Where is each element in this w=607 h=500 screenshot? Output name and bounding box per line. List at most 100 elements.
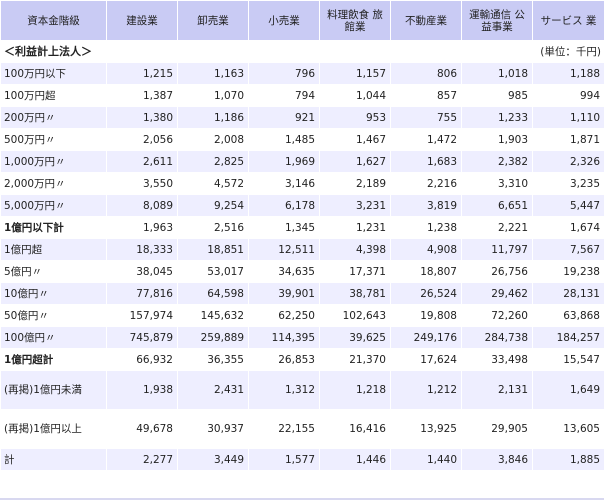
table-cell: 1,472 — [390, 128, 462, 151]
table-cell: 796 — [248, 62, 320, 85]
row-label: 10億円〃 — [0, 282, 107, 305]
row-label: 1億円超計 — [0, 348, 107, 371]
table-cell: 1,312 — [248, 370, 320, 410]
table-row: 5,000万円〃 8,089 9,254 6,178 3,231 3,819 6,651 5,… — [0, 194, 605, 217]
table-cell: 1,903 — [461, 128, 533, 151]
table-row: (再掲)1億円未満 1,938 2,431 1,312 1,218 1,212 2,131 1… — [0, 370, 605, 410]
table-cell: 2,189 — [319, 172, 391, 195]
table-cell: 755 — [390, 106, 462, 129]
table-cell: 38,781 — [319, 282, 391, 305]
table-cell: 184,257 — [532, 326, 605, 349]
table-cell: 857 — [390, 84, 462, 107]
row-label: 500万円〃 — [0, 128, 107, 151]
table-cell: 7,567 — [532, 238, 605, 261]
table-row: 1億円超 18,333 18,851 12,511 4,398 4,908 11,797 7,… — [0, 238, 605, 261]
row-label: 100万円超 — [0, 84, 107, 107]
table-cell: 2,431 — [177, 370, 249, 410]
header-row: 資本金階級 建設業 卸売業 小売業 料理飲食 旅館業 不動産業 運輸通信 公益事… — [0, 0, 605, 41]
table-cell: 3,550 — [106, 172, 178, 195]
table-cell: 9,254 — [177, 194, 249, 217]
table-cell: 5,447 — [532, 194, 605, 217]
table-cell: 17,624 — [390, 348, 462, 371]
table-cell: 2,382 — [461, 150, 533, 173]
table-cell: 49,678 — [106, 409, 178, 449]
section-row: ＜利益計上法人＞ (単位：千円) — [0, 40, 605, 63]
table-cell: 3,819 — [390, 194, 462, 217]
table-cell: 1,163 — [177, 62, 249, 85]
table-cell: 29,462 — [461, 282, 533, 305]
table-cell: 114,395 — [248, 326, 320, 349]
table-cell: 15,547 — [532, 348, 605, 371]
table-row: 200万円〃 1,380 1,186 921 953 755 1,233 1,110 — [0, 106, 605, 129]
unit-label: (単位：千円) — [319, 40, 605, 63]
table-cell: 1,683 — [390, 150, 462, 173]
table-cell: 1,387 — [106, 84, 178, 107]
table-cell: 985 — [461, 84, 533, 107]
table-row: 50億円〃 157,974 145,632 62,250 102,643 19,808 72… — [0, 304, 605, 327]
table-cell: 1,649 — [532, 370, 605, 410]
table-cell: 12,511 — [248, 238, 320, 261]
table-cell: 1,233 — [461, 106, 533, 129]
table-cell: 63,868 — [532, 304, 605, 327]
row-label: 200万円〃 — [0, 106, 107, 129]
table-row: 1,000万円〃 2,611 2,825 1,969 1,627 1,683 2,382 2,… — [0, 150, 605, 173]
table-cell: 66,932 — [106, 348, 178, 371]
table-cell: 8,089 — [106, 194, 178, 217]
header-construction: 建設業 — [106, 0, 178, 41]
bottom-divider — [0, 498, 604, 500]
table-cell: 1,231 — [319, 216, 391, 239]
row-label: 100億円〃 — [0, 326, 107, 349]
table-cell: 30,937 — [177, 409, 249, 449]
table-cell: 72,260 — [461, 304, 533, 327]
table-row: 100万円超 1,387 1,070 794 1,044 857 985 994 — [0, 84, 605, 107]
table-cell: 19,808 — [390, 304, 462, 327]
table-row: (再掲)1億円以上 49,678 30,937 22,155 16,416 13,925 2… — [0, 409, 605, 449]
table-cell: 33,498 — [461, 348, 533, 371]
table-cell: 26,756 — [461, 260, 533, 283]
table-cell: 77,816 — [106, 282, 178, 305]
table-cell: 2,131 — [461, 370, 533, 410]
table-row: 5億円〃 38,045 53,017 34,635 17,371 18,807 26,756… — [0, 260, 605, 283]
table-cell: 4,572 — [177, 172, 249, 195]
table-cell: 1,871 — [532, 128, 605, 151]
table-cell: 13,925 — [390, 409, 462, 449]
table-cell: 1,215 — [106, 62, 178, 85]
table-cell: 3,235 — [532, 172, 605, 195]
table-cell: 2,516 — [177, 216, 249, 239]
table-cell: 2,326 — [532, 150, 605, 173]
table-cell: 1,188 — [532, 62, 605, 85]
table-cell: 1,485 — [248, 128, 320, 151]
table-cell: 38,045 — [106, 260, 178, 283]
table-cell: 1,467 — [319, 128, 391, 151]
row-label: 1,000万円〃 — [0, 150, 107, 173]
table-cell: 11,797 — [461, 238, 533, 261]
header-restaurant-hotel: 料理飲食 旅館業 — [319, 0, 391, 41]
table-row: 100万円以下 1,215 1,163 796 1,157 806 1,018 1,188 — [0, 62, 605, 85]
table-cell: 64,598 — [177, 282, 249, 305]
table-cell: 994 — [532, 84, 605, 107]
header-retail: 小売業 — [248, 0, 320, 41]
table-cell: 794 — [248, 84, 320, 107]
table-cell: 284,738 — [461, 326, 533, 349]
table-cell: 18,807 — [390, 260, 462, 283]
table-row: 100億円〃 745,879 259,889 114,395 39,625 249,176… — [0, 326, 605, 349]
table-cell: 3,146 — [248, 172, 320, 195]
header-wholesale: 卸売業 — [177, 0, 249, 41]
table-cell: 17,371 — [319, 260, 391, 283]
row-label: 5,000万円〃 — [0, 194, 107, 217]
table-cell: 39,901 — [248, 282, 320, 305]
table-cell: 4,398 — [319, 238, 391, 261]
table-cell: 1,186 — [177, 106, 249, 129]
table-cell: 26,853 — [248, 348, 320, 371]
table-cell: 1,969 — [248, 150, 320, 173]
table-cell: 18,333 — [106, 238, 178, 261]
row-label: 100万円以下 — [0, 62, 107, 85]
table-row: 10億円〃 77,816 64,598 39,901 38,781 26,524 29,46… — [0, 282, 605, 305]
table-cell: 3,846 — [461, 448, 533, 471]
table-cell: 34,635 — [248, 260, 320, 283]
table-row: 1億円以下計 1,963 2,516 1,345 1,231 1,238 2,221 1,67… — [0, 216, 605, 239]
table-cell: 6,178 — [248, 194, 320, 217]
table-cell: 36,355 — [177, 348, 249, 371]
table-cell: 3,231 — [319, 194, 391, 217]
table-cell: 2,056 — [106, 128, 178, 151]
